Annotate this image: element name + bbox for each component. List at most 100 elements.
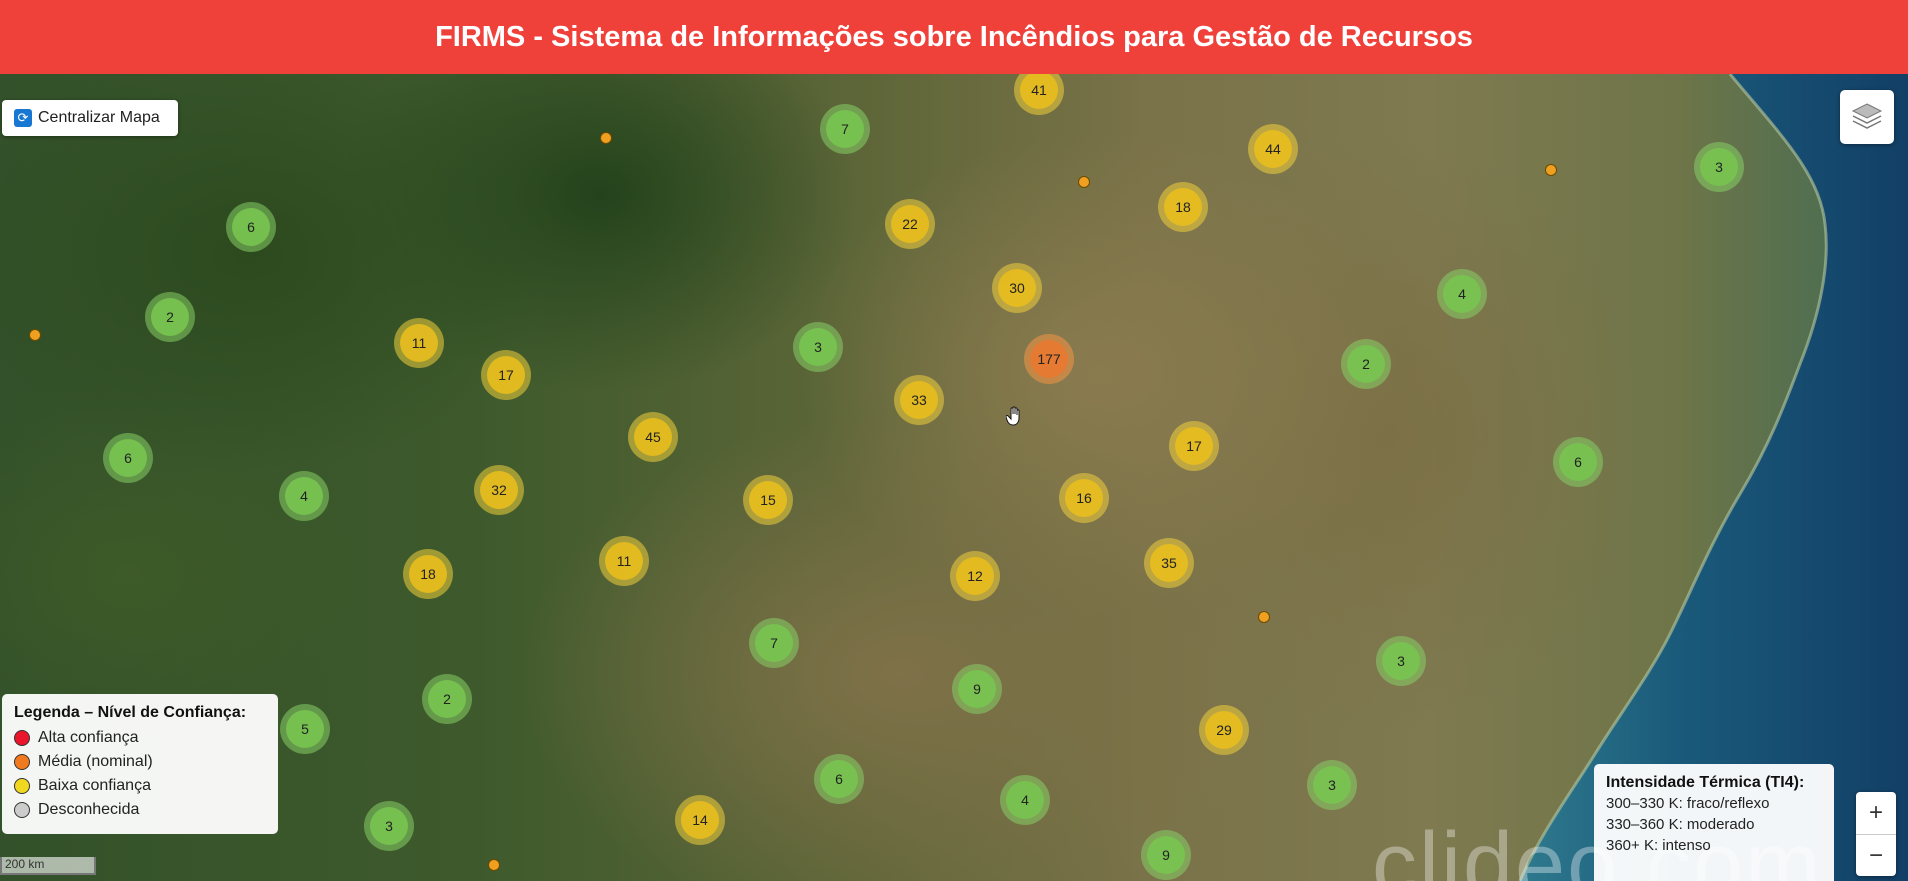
cluster-count: 3 (1382, 642, 1420, 680)
fire-cluster[interactable]: 17 (481, 350, 531, 400)
cluster-count: 14 (681, 801, 719, 839)
fire-point[interactable] (1545, 164, 1557, 176)
fire-cluster[interactable]: 6 (226, 202, 276, 252)
fire-cluster[interactable]: 177 (1024, 334, 1074, 384)
fire-cluster[interactable]: 3 (364, 801, 414, 851)
fire-cluster[interactable]: 3 (793, 322, 843, 372)
fire-cluster[interactable]: 32 (474, 465, 524, 515)
fire-cluster[interactable]: 6 (814, 754, 864, 804)
cluster-count: 177 (1030, 340, 1068, 378)
cluster-count: 6 (232, 208, 270, 246)
zoom-in-button[interactable]: + (1868, 799, 1883, 826)
fire-cluster[interactable]: 30 (992, 263, 1042, 313)
cluster-count: 3 (370, 807, 408, 845)
page-title: FIRMS - Sistema de Informações sobre Inc… (435, 20, 1473, 53)
fire-cluster[interactable]: 5 (280, 704, 330, 754)
layers-button[interactable] (1840, 90, 1894, 144)
fire-cluster[interactable]: 3 (1376, 636, 1426, 686)
fire-cluster[interactable]: 2 (422, 674, 472, 724)
ocean-area (1518, 74, 1908, 881)
fire-cluster[interactable]: 44 (1248, 124, 1298, 174)
cluster-count: 6 (820, 760, 858, 798)
legend-swatch-low (14, 778, 30, 794)
fire-cluster[interactable]: 6 (1553, 437, 1603, 487)
fire-cluster[interactable]: 17 (1169, 421, 1219, 471)
cluster-count: 9 (958, 670, 996, 708)
legend-label-high: Alta confiança (38, 729, 139, 746)
fire-cluster[interactable]: 4 (1437, 269, 1487, 319)
cluster-count: 4 (1006, 781, 1044, 819)
cluster-count: 7 (755, 624, 793, 662)
fire-cluster[interactable]: 41 (1014, 74, 1064, 115)
layers-icon (1851, 103, 1883, 129)
fire-cluster[interactable]: 2 (1341, 339, 1391, 389)
legend-swatch-high (14, 730, 30, 746)
confidence-legend: Legenda – Nível de Confiança: Alta confi… (2, 694, 278, 834)
center-map-button[interactable]: ⟳ Centralizar Mapa (2, 100, 178, 136)
fire-cluster[interactable]: 3 (1694, 142, 1744, 192)
fire-cluster[interactable]: 16 (1059, 473, 1109, 523)
fire-cluster[interactable]: 9 (952, 664, 1002, 714)
fire-cluster[interactable]: 12 (950, 551, 1000, 601)
cluster-count: 3 (1700, 148, 1738, 186)
hand-cursor-icon (1006, 406, 1020, 426)
fire-cluster[interactable]: 33 (894, 375, 944, 425)
cluster-count: 33 (900, 381, 938, 419)
cluster-count: 17 (1175, 427, 1213, 465)
fire-cluster[interactable]: 18 (1158, 182, 1208, 232)
cluster-count: 11 (400, 324, 438, 362)
cluster-count: 11 (605, 542, 643, 580)
cluster-count: 45 (634, 418, 672, 456)
fire-cluster[interactable]: 18 (403, 549, 453, 599)
zoom-out-button[interactable]: − (1856, 834, 1896, 877)
legend-swatch-unknown (14, 802, 30, 818)
fire-point[interactable] (1078, 176, 1090, 188)
fire-cluster[interactable]: 7 (820, 104, 870, 154)
fire-point[interactable] (29, 329, 41, 341)
fire-cluster[interactable]: 3 (1307, 760, 1357, 810)
thermal-row: 330–360 K: moderado (1606, 816, 1755, 833)
legend-label-low: Baixa confiança (38, 777, 151, 794)
fire-point[interactable] (1258, 611, 1270, 623)
fire-cluster[interactable]: 29 (1199, 705, 1249, 755)
legend-label-medium: Média (nominal) (38, 753, 153, 770)
fire-cluster[interactable]: 4 (279, 471, 329, 521)
cluster-count: 7 (826, 110, 864, 148)
fire-cluster[interactable]: 45 (628, 412, 678, 462)
legend-item-high: Alta confiança (14, 726, 266, 750)
fire-cluster[interactable]: 7 (749, 618, 799, 668)
fire-point[interactable] (488, 859, 500, 871)
fire-cluster[interactable]: 35 (1144, 538, 1194, 588)
legend-item-low: Baixa confiança (14, 774, 266, 798)
fire-cluster[interactable]: 9 (1141, 830, 1191, 880)
legend-label-unknown: Desconhecida (38, 801, 140, 818)
cluster-count: 12 (956, 557, 994, 595)
satellite-map[interactable]: 41 7 44 3 6 22 18 30 4 2 11 17 3 177 2 33 45 6 17 6 4 32 15 16 1… (0, 74, 1908, 881)
legend-swatch-medium (14, 754, 30, 770)
cluster-count: 16 (1065, 479, 1103, 517)
cluster-count: 2 (1347, 345, 1385, 383)
cluster-count: 2 (151, 298, 189, 336)
fire-cluster[interactable]: 4 (1000, 775, 1050, 825)
cluster-count: 41 (1020, 74, 1058, 109)
fire-cluster[interactable]: 14 (675, 795, 725, 845)
fire-cluster[interactable]: 22 (885, 199, 935, 249)
cluster-count: 2 (428, 680, 466, 718)
fire-cluster[interactable]: 11 (599, 536, 649, 586)
fire-cluster[interactable]: 6 (103, 433, 153, 483)
fire-cluster[interactable]: 11 (394, 318, 444, 368)
cluster-count: 18 (1164, 188, 1202, 226)
thermal-row: 360+ K: intenso (1606, 837, 1711, 854)
cluster-count: 29 (1205, 711, 1243, 749)
cluster-count: 44 (1254, 130, 1292, 168)
cluster-count: 3 (799, 328, 837, 366)
fire-cluster[interactable]: 2 (145, 292, 195, 342)
fire-point[interactable] (600, 132, 612, 144)
cluster-count: 35 (1150, 544, 1188, 582)
legend-item-unknown: Desconhecida (14, 798, 266, 822)
zoom-control: + − (1856, 792, 1896, 876)
scale-bar: 200 km (0, 857, 96, 875)
cluster-count: 32 (480, 471, 518, 509)
cluster-count: 5 (286, 710, 324, 748)
fire-cluster[interactable]: 15 (743, 475, 793, 525)
